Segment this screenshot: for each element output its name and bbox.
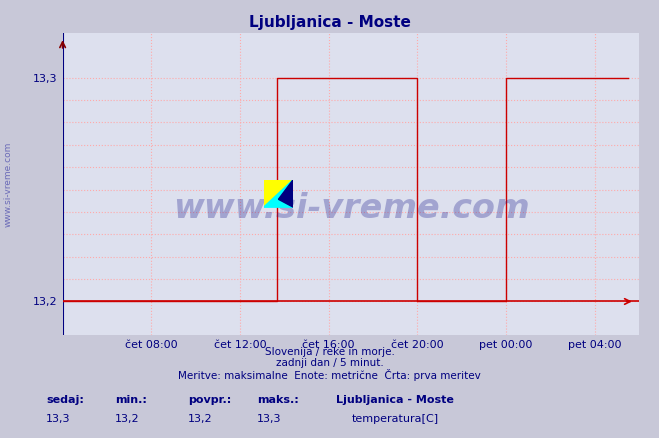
Polygon shape bbox=[264, 180, 293, 207]
Text: zadnji dan / 5 minut.: zadnji dan / 5 minut. bbox=[275, 358, 384, 368]
Polygon shape bbox=[279, 180, 293, 207]
Text: maks.:: maks.: bbox=[257, 395, 299, 405]
Text: min.:: min.: bbox=[115, 395, 147, 405]
Text: www.si-vreme.com: www.si-vreme.com bbox=[173, 192, 529, 225]
Text: 13,3: 13,3 bbox=[257, 414, 281, 424]
Text: www.si-vreme.com: www.si-vreme.com bbox=[3, 141, 13, 226]
Text: Ljubljanica - Moste: Ljubljanica - Moste bbox=[336, 395, 454, 405]
Text: Ljubljanica - Moste: Ljubljanica - Moste bbox=[248, 15, 411, 30]
Polygon shape bbox=[264, 180, 293, 207]
Text: 13,2: 13,2 bbox=[188, 414, 212, 424]
Text: Slovenija / reke in morje.: Slovenija / reke in morje. bbox=[264, 347, 395, 357]
Text: sedaj:: sedaj: bbox=[46, 395, 84, 405]
Text: Meritve: maksimalne  Enote: metrične  Črta: prva meritev: Meritve: maksimalne Enote: metrične Črta… bbox=[178, 369, 481, 381]
Text: povpr.:: povpr.: bbox=[188, 395, 231, 405]
Text: 13,3: 13,3 bbox=[46, 414, 71, 424]
Text: temperatura[C]: temperatura[C] bbox=[352, 414, 439, 424]
Text: 13,2: 13,2 bbox=[115, 414, 140, 424]
